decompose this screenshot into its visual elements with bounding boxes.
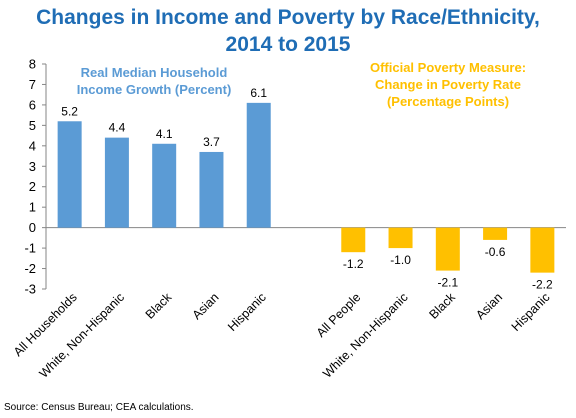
data-label: 6.1: [250, 86, 267, 100]
y-tick-label: -3: [24, 282, 36, 297]
category-label: Asian: [473, 290, 505, 322]
y-tick-label: 7: [29, 77, 36, 92]
y-tick-label: -2: [24, 261, 36, 276]
bar-income: [199, 151, 224, 228]
category-label: White, Non-Hispanic: [37, 290, 127, 380]
category-label: Black: [143, 290, 175, 322]
y-tick-label: 1: [29, 200, 36, 215]
data-label: 4.4: [109, 121, 126, 135]
data-label: -1.2: [343, 257, 364, 271]
chart-title: Changes in Income and Poverty by Race/Et…: [0, 4, 576, 58]
y-tick-label: 3: [29, 159, 36, 174]
data-label: -1.0: [390, 253, 411, 267]
y-tick-label: 2: [29, 179, 36, 194]
bar-poverty: [435, 227, 460, 271]
source-note: Source: Census Bureau; CEA calculations.: [4, 402, 194, 413]
y-tick-label: 0: [29, 220, 36, 235]
y-tick-label: 6: [29, 97, 36, 112]
bar-income: [152, 143, 177, 228]
bar-income: [246, 102, 271, 228]
bar-income: [104, 137, 129, 228]
category-label: All People: [314, 290, 364, 340]
category-label: Asian: [190, 290, 222, 322]
data-label: -2.2: [532, 278, 553, 292]
bar-income: [57, 121, 82, 228]
data-label: 4.1: [156, 127, 173, 141]
bar-poverty: [530, 227, 555, 273]
poverty-series-legend: Change in Poverty Rate: [375, 77, 521, 92]
y-tick-label: 5: [29, 118, 36, 133]
bar-poverty: [483, 227, 508, 240]
category-label: Black: [426, 290, 458, 322]
poverty-series-legend: (Percentage Points): [387, 94, 509, 109]
data-label: 3.7: [203, 135, 220, 149]
category-label: White, Non-Hispanic: [320, 290, 410, 380]
category-label: Hispanic: [225, 290, 269, 334]
income-series-legend: Income Growth (Percent): [77, 82, 232, 97]
bar-poverty: [341, 227, 366, 253]
data-label: -0.6: [485, 245, 506, 259]
chart-title-line-2: 2014 to 2015: [225, 33, 351, 56]
data-label: 5.2: [61, 104, 78, 118]
poverty-series-legend: Official Poverty Measure:: [370, 60, 526, 75]
data-label: -2.1: [437, 276, 458, 290]
y-tick-label: 8: [29, 57, 36, 72]
category-label: Hispanic: [509, 290, 553, 334]
chart-title-line-1: Changes in Income and Poverty by Race/Et…: [36, 6, 540, 29]
income-series-legend: Real Median Household: [81, 65, 228, 80]
y-tick-label: 4: [29, 138, 36, 153]
bar-poverty: [388, 227, 413, 249]
y-tick-label: -1: [24, 241, 36, 256]
